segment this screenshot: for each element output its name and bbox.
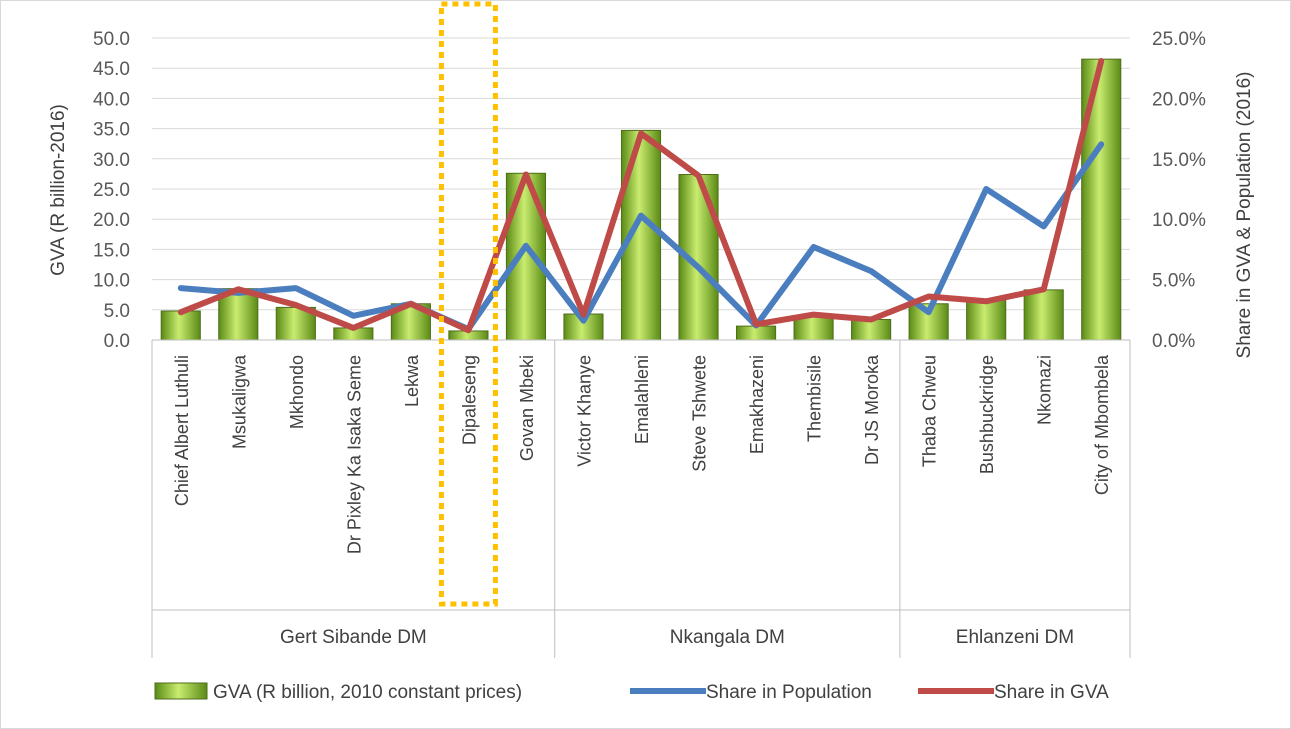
y-left-tick-label: 40.0	[93, 89, 130, 110]
category-label: Steve Tshwete	[690, 355, 710, 472]
legend-swatch-bar	[154, 682, 208, 700]
category-label: Nkomazi	[1035, 355, 1055, 425]
y-left-tick-label: 5.0	[104, 301, 130, 322]
bar	[1023, 289, 1064, 341]
category-label: City of Mbombela	[1092, 354, 1112, 495]
y-right-tick-label: 10.0%	[1152, 210, 1206, 231]
line-series	[177, 58, 1105, 334]
highlight-box	[438, 1, 498, 607]
highlight-box-rect	[438, 1, 498, 607]
group-label: Gert Sibande DM	[280, 627, 427, 648]
category-label: Chief Albert Luthuli	[172, 355, 192, 506]
group-label: Ehlanzeni DM	[956, 627, 1074, 648]
category-label: Thaba Chweu	[920, 355, 940, 467]
series-line-1	[177, 58, 1105, 334]
category-label: Emalahleni	[632, 355, 652, 444]
category-label: Dr JS Moroka	[862, 354, 882, 465]
y-left-tick-label: 50.0	[93, 29, 130, 50]
y-left-tick-label: 35.0	[93, 120, 130, 141]
category-label: Msukaligwa	[229, 354, 249, 449]
axes: 0.0 5.0 10.0 15.0 20.0 25.0 30.0 35.0 40.0 45.0 50…	[93, 29, 1206, 352]
category-label: Lekwa	[402, 354, 422, 407]
y-right-tick-label: 15.0%	[1152, 150, 1206, 171]
y-left-tick-label: 20.0	[93, 210, 130, 231]
bar	[160, 310, 201, 341]
bar	[851, 318, 892, 341]
category-label: Thembisile	[805, 355, 825, 442]
bar	[966, 299, 1007, 341]
y-right-tick-label: 20.0%	[1152, 89, 1206, 110]
bar	[505, 172, 547, 341]
category-label: Govan Mbeki	[517, 355, 537, 461]
category-label: Victor Khanye	[574, 355, 594, 467]
group-labels: Gert Sibande DM Nkangala DM Ehlanzeni DM	[151, 340, 1131, 658]
y-axis-left-title: GVA (R billion-2016)	[48, 104, 69, 276]
group-label: Nkangala DM	[670, 627, 785, 648]
y-right-tick-label: 0.0%	[1152, 331, 1195, 352]
bar	[1081, 58, 1122, 341]
series-line-0	[177, 141, 1105, 333]
legend-label: Share in GVA	[994, 682, 1109, 703]
bar	[793, 315, 834, 341]
category-label: Emakhazeni	[747, 355, 767, 454]
category-label: Bushbuckridge	[977, 355, 997, 474]
legend-label: Share in Population	[706, 682, 872, 703]
y-left-tick-label: 15.0	[93, 240, 130, 261]
y-axis-right-title: Share in GVA & Population (2016)	[1234, 72, 1255, 359]
legend-label: GVA (R billion, 2010 constant prices)	[213, 682, 522, 703]
y-right-tick-label: 25.0%	[1152, 29, 1206, 50]
y-left-tick-label: 45.0	[93, 59, 130, 80]
category-label: Mkhondo	[287, 355, 307, 429]
y-left-tick-label: 25.0	[93, 180, 130, 201]
y-right-tick-label: 5.0%	[1152, 271, 1195, 292]
category-labels: Chief Albert Luthuli Msukaligwa Mkhondo Dr …	[172, 354, 1112, 554]
category-label: Dipaleseng	[459, 355, 479, 445]
legend: GVA (R billion, 2010 constant prices) Sha…	[154, 682, 1109, 703]
y-left-tick-label: 30.0	[93, 150, 130, 171]
y-left-tick-label: 0.0	[104, 331, 130, 352]
y-left-tick-label: 10.0	[93, 271, 130, 292]
category-label: Dr Pixley Ka Isaka Seme	[344, 355, 364, 554]
